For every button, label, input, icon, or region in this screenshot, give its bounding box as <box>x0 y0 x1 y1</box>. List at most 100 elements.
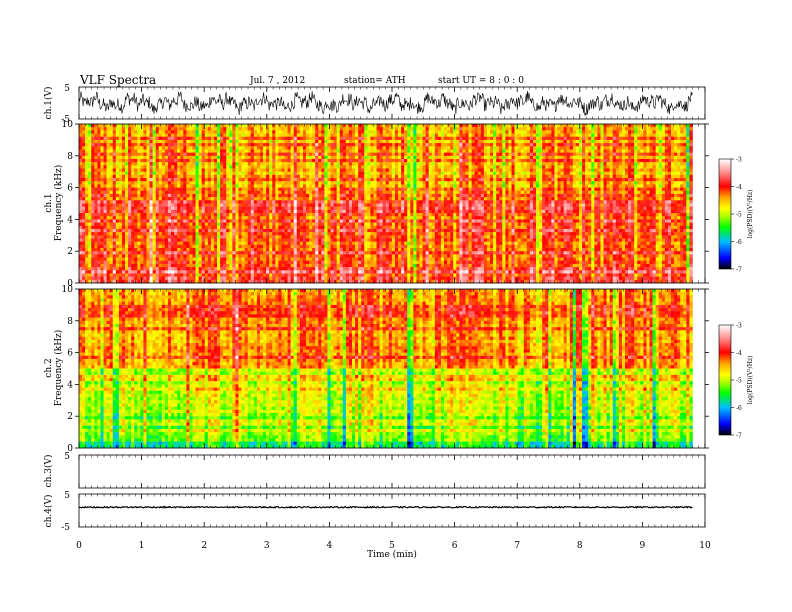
spectrogram-cell <box>189 174 193 179</box>
spectrogram-cell <box>499 158 503 163</box>
spectrogram-cell <box>532 136 537 141</box>
spectrogram-cell <box>152 155 156 160</box>
spectrogram-cell <box>140 155 144 160</box>
spectrogram-cell <box>284 155 288 160</box>
spectrogram-cell <box>161 139 166 144</box>
spectrogram-cell <box>167 158 172 163</box>
spectrogram-cell <box>542 165 546 169</box>
spectrogram-cell <box>548 130 552 134</box>
spectrogram-cell <box>217 146 221 150</box>
spectrogram-cell <box>379 168 383 172</box>
spectrogram-cell <box>618 133 623 138</box>
spectrogram-cell <box>238 152 242 157</box>
spectrogram-cell <box>82 136 86 141</box>
spectrogram-cell <box>404 155 408 160</box>
spectrogram-cell <box>499 168 503 172</box>
spectrogram-cell <box>643 168 647 172</box>
spectrogram-cell <box>321 143 325 147</box>
spectrogram-cell <box>526 124 531 128</box>
spectrogram-cell <box>643 162 647 166</box>
spectrogram-cell <box>625 149 629 153</box>
spectrogram-cell <box>115 181 120 185</box>
spectrogram-cell <box>502 174 506 179</box>
spectrogram-cell <box>143 168 147 172</box>
spectrogram-cell <box>388 130 393 134</box>
spectrogram-cell <box>591 139 595 144</box>
spectrogram-cell <box>293 184 298 188</box>
spectrogram-cell <box>640 193 644 198</box>
spectrogram-cell <box>594 190 598 195</box>
spectrogram-cell <box>241 155 245 160</box>
spectrogram-cell <box>563 165 568 169</box>
spectrogram-cell <box>493 178 497 182</box>
spectrogram-cell <box>302 181 307 185</box>
spectrogram-cell <box>134 130 138 134</box>
spectrogram-cell <box>517 197 522 201</box>
spectrogram-cell <box>180 168 184 172</box>
spectrogram-cell <box>649 178 653 182</box>
spectrogram-cell <box>391 162 396 166</box>
spectrogram-cell <box>290 197 295 201</box>
spectrogram-cell <box>171 143 175 147</box>
spectrogram-cell <box>137 152 141 157</box>
spectrogram-cell <box>658 124 663 128</box>
spectrogram-cell <box>226 168 230 172</box>
spectrogram-cell <box>440 168 445 172</box>
spectrogram-cell <box>299 133 304 138</box>
spectrogram-cell <box>532 152 537 157</box>
spectrogram-cell <box>689 133 693 138</box>
spectrogram-cell <box>416 130 420 134</box>
spectrogram-cell <box>361 165 365 169</box>
spectrogram-cell <box>263 155 267 160</box>
spectrogram-cell <box>594 187 598 192</box>
spectrogram-cell <box>667 139 672 144</box>
spectrogram-cell <box>244 181 249 185</box>
spectrogram-cell <box>348 190 353 195</box>
spectrogram-cell <box>514 168 518 172</box>
spectrogram-cell <box>606 187 610 192</box>
spectrogram-cell <box>459 143 463 147</box>
spectrogram-cell <box>152 136 156 141</box>
spectrogram-cell <box>97 152 101 157</box>
spectrogram-cell <box>557 190 561 195</box>
spectrogram-cell <box>511 174 515 179</box>
spectrogram-cell <box>471 152 475 157</box>
spectrogram-cell <box>361 149 365 153</box>
spectrogram-cell <box>302 146 307 150</box>
spectrogram-cell <box>266 168 270 172</box>
spectrogram-cell <box>293 143 298 147</box>
spectrogram-cell <box>158 152 163 157</box>
spectrogram-cell <box>483 152 488 157</box>
spectrogram-cell <box>259 171 264 176</box>
spectrogram-cell <box>634 158 638 163</box>
spectrogram-cell <box>511 149 515 153</box>
spectrogram-cell <box>97 155 101 160</box>
spectrogram-cell <box>425 152 429 157</box>
spectrogram-cell <box>523 171 528 176</box>
spectrogram-cell <box>428 184 433 188</box>
spectrogram-cell <box>493 127 497 131</box>
spectrogram-cell <box>499 136 503 141</box>
spectrogram-cell <box>348 174 353 179</box>
spectrogram-cell <box>373 174 377 179</box>
spectrogram-cell <box>508 171 512 176</box>
spectrogram-cell <box>431 197 436 201</box>
spectrogram-cell <box>551 139 555 144</box>
spectrogram-cell <box>621 152 626 157</box>
spectrogram-cell <box>456 165 460 169</box>
spectrogram-cell <box>523 130 528 134</box>
spectrogram-cell <box>465 171 469 176</box>
spectrogram-cell <box>450 158 454 163</box>
spectrogram-cell <box>621 158 626 163</box>
spectrogram-cell <box>379 190 383 195</box>
spectrogram-cell <box>597 197 601 201</box>
spectrogram-cell <box>256 158 261 163</box>
spectrogram-cell <box>661 174 666 179</box>
spectrogram-cell <box>213 193 218 198</box>
spectrogram-cell <box>529 171 534 176</box>
spectrogram-cell <box>287 178 291 182</box>
spectrogram-cell <box>259 146 264 150</box>
spectrogram-cell <box>591 171 595 176</box>
spectrogram-cell <box>640 187 644 192</box>
spectrogram-cell <box>628 155 632 160</box>
